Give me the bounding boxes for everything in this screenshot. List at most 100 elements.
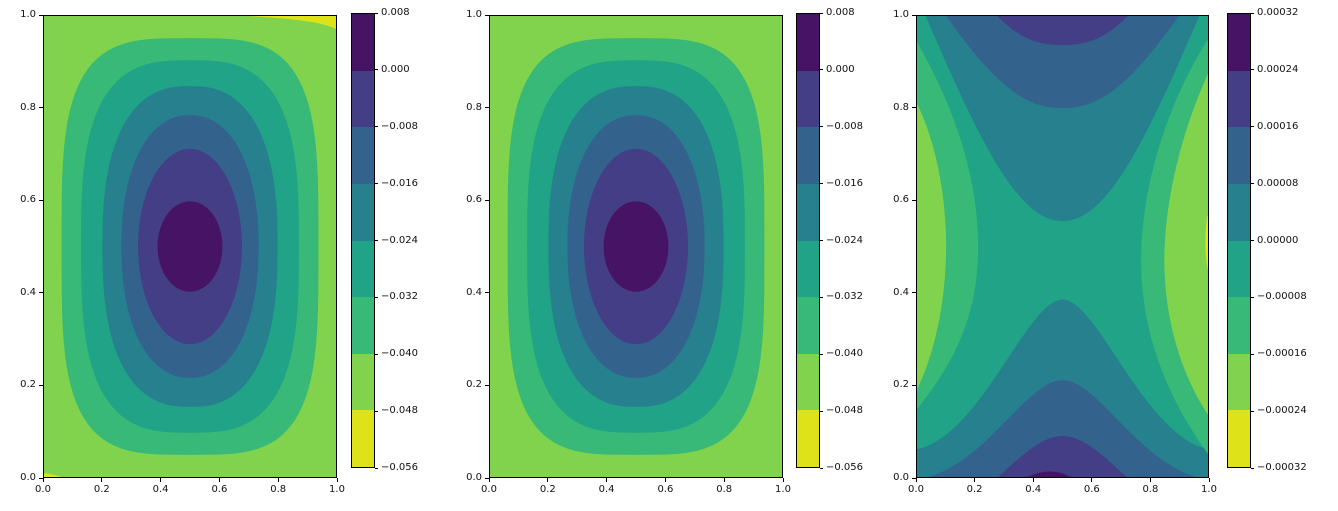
tick-mark xyxy=(1251,467,1254,469)
colorbar-tick-label: 0.008 xyxy=(381,7,410,18)
tick-mark xyxy=(375,410,378,412)
colorbar-tick-label: −0.032 xyxy=(381,291,419,303)
x-tick-label: 0.0 xyxy=(35,484,51,495)
colorbar-tick-label: 0.00000 xyxy=(1257,234,1299,246)
tick-mark xyxy=(39,477,43,479)
colorbar-3 xyxy=(1227,13,1251,468)
contour-region xyxy=(997,16,1128,46)
tick-mark xyxy=(974,478,976,482)
y-tick-label: 0.4 xyxy=(893,286,909,298)
contour-plot-2 xyxy=(489,15,783,478)
y-tick-label: 1.0 xyxy=(466,9,482,20)
colorbar-tick-label: 0.008 xyxy=(826,7,855,18)
colorbar-2 xyxy=(796,13,820,468)
y-tick-label: 0.2 xyxy=(20,379,36,391)
y-tick-label: 0.2 xyxy=(893,379,909,391)
contour-region xyxy=(917,103,947,390)
colorbar-tick-label: −0.00008 xyxy=(1257,291,1307,303)
y-tick-label: 0.0 xyxy=(20,472,36,483)
tick-mark xyxy=(915,478,917,482)
tick-mark xyxy=(912,14,916,16)
tick-mark xyxy=(39,292,43,294)
y-tick-label: 1.0 xyxy=(20,9,36,20)
contour-canvas xyxy=(490,16,782,477)
colorbar-band xyxy=(1228,297,1250,354)
y-tick-label: 0.4 xyxy=(466,286,482,298)
colorbar-band xyxy=(1228,70,1250,128)
contour-plot-3 xyxy=(916,15,1209,478)
tick-mark xyxy=(375,183,378,185)
contour-region xyxy=(1205,214,1208,270)
tick-mark xyxy=(39,199,43,201)
tick-mark xyxy=(485,384,489,386)
x-tick-label: 0.0 xyxy=(908,484,924,495)
colorbar-band xyxy=(352,183,374,241)
contour-region xyxy=(1198,16,1208,42)
colorbar-band xyxy=(352,353,374,411)
tick-mark xyxy=(39,107,43,109)
y-tick-label: 0.8 xyxy=(466,101,482,113)
tick-mark xyxy=(820,183,823,185)
tick-mark xyxy=(820,410,823,412)
tick-mark xyxy=(375,353,378,355)
tick-mark xyxy=(375,296,378,298)
colorbar-tick-label: −0.048 xyxy=(381,405,419,417)
tick-mark xyxy=(664,478,666,482)
colorbar-band xyxy=(797,240,819,298)
contour-region xyxy=(928,380,1197,477)
contour-ring xyxy=(603,201,669,292)
tick-mark xyxy=(820,467,823,469)
tick-mark xyxy=(485,107,489,109)
colorbar-tick-label: 0.00008 xyxy=(1257,177,1299,189)
tick-mark xyxy=(1091,478,1093,482)
colorbar-band xyxy=(352,410,374,467)
tick-mark xyxy=(160,478,162,482)
tick-mark xyxy=(1251,69,1254,71)
y-tick-label: 0.4 xyxy=(20,286,36,298)
colorbar-band xyxy=(797,70,819,128)
contour-region xyxy=(1027,471,1072,477)
colorbar-band xyxy=(1228,410,1250,467)
tick-mark xyxy=(912,384,916,386)
colorbar-tick-label: −0.016 xyxy=(826,177,864,189)
y-tick-label: 0.6 xyxy=(466,194,482,206)
y-tick-label: 0.6 xyxy=(893,194,909,206)
colorbar-tick-label: 0.000 xyxy=(826,63,855,75)
colorbar-band xyxy=(1228,240,1250,298)
y-tick-label: 1.0 xyxy=(893,9,909,20)
tick-mark xyxy=(1149,478,1151,482)
x-tick-label: 1.0 xyxy=(329,484,345,495)
tick-mark xyxy=(39,14,43,16)
tick-mark xyxy=(375,240,378,241)
colorbar-band xyxy=(1228,14,1250,71)
tick-mark xyxy=(375,126,378,128)
tick-mark xyxy=(488,478,490,482)
y-tick-label: 0.8 xyxy=(893,101,909,113)
x-tick-label: 1.0 xyxy=(775,484,791,495)
tick-mark xyxy=(820,12,823,14)
tick-mark xyxy=(485,14,489,16)
y-tick-label: 0.0 xyxy=(466,472,482,483)
colorbar-tick-label: −0.048 xyxy=(826,405,864,417)
tick-mark xyxy=(1032,478,1034,482)
colorbar-tick-label: −0.016 xyxy=(381,177,419,189)
contour-canvas xyxy=(44,16,336,477)
x-tick-label: 0.8 xyxy=(270,484,287,495)
contour-sliver xyxy=(44,473,62,477)
colorbar-tick-label: −0.056 xyxy=(381,462,419,473)
tick-mark xyxy=(1251,183,1254,185)
colorbar-tick-label: −0.056 xyxy=(826,462,864,473)
x-tick-label: 0.8 xyxy=(716,484,733,495)
tick-mark xyxy=(820,296,823,298)
x-tick-label: 0.2 xyxy=(966,484,983,495)
tick-mark xyxy=(820,69,823,71)
y-tick-label: 0.0 xyxy=(893,472,909,483)
colorbar-tick-label: 0.00016 xyxy=(1257,120,1299,132)
tick-mark xyxy=(1208,478,1210,482)
x-tick-label: 0.2 xyxy=(93,484,110,495)
colorbar-band xyxy=(797,410,819,467)
tick-mark xyxy=(1251,296,1254,298)
colorbar-tick-label: −0.008 xyxy=(826,120,864,132)
x-tick-label: 0.4 xyxy=(152,484,169,495)
tick-mark xyxy=(485,199,489,201)
